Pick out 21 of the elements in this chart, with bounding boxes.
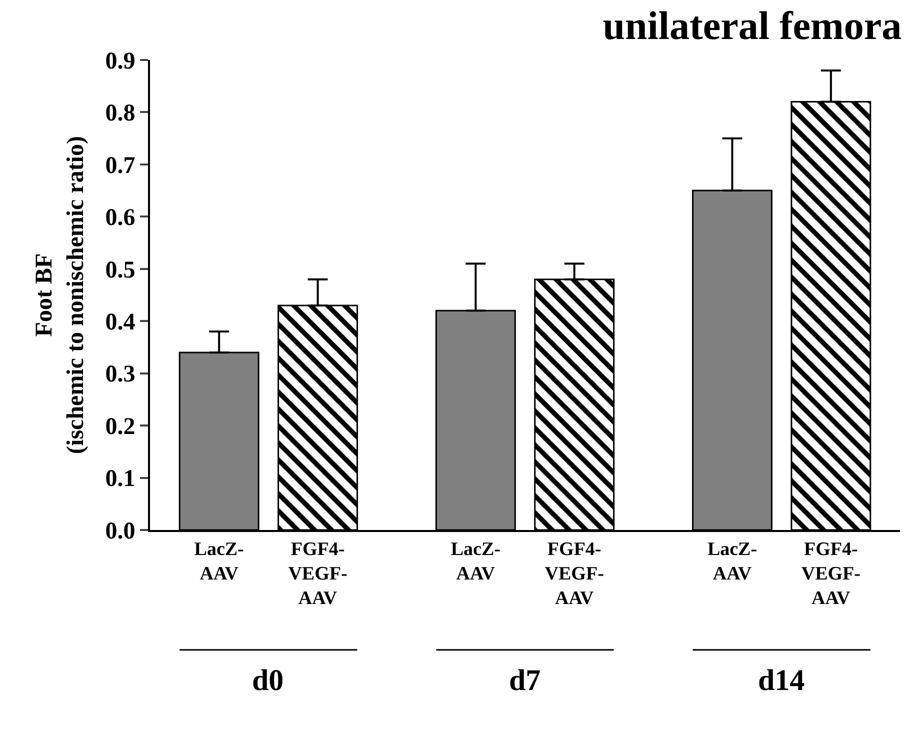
text: d7 [509,664,541,697]
y-tick-label: 0.3 [105,362,136,388]
text: d14 [758,664,805,697]
text: d0 [252,664,284,697]
chart-title: unilateral femora [602,2,902,48]
x-tick-label: FGF4- VEGF- AAV [544,538,604,610]
y-tick-label: 0.4 [105,310,136,336]
x-tick-label: LacZ- AAV [194,538,244,584]
y-tick-label: 0.8 [105,100,136,127]
y-tick-label: 0.9 [105,48,136,74]
y-tick-label: 0.1 [105,466,136,492]
y-tick-label: 0.2 [105,414,136,440]
x-tick-label: FGF4- VEGF- AAV [288,538,348,610]
y-tick-label: 0.5 [105,257,136,284]
x-tick-label: LacZ- AAV [707,538,758,584]
y-tick-label: 0.6 [105,205,136,232]
y-tick-label: 0.7 [105,152,136,179]
x-tick-label: FGF4- VEGF- AAV [801,538,860,610]
y-tick-label: 0.0 [105,518,136,544]
y-axis-title: Foot BF (ischemic to nonischemic ratio) [32,136,89,454]
x-tick-label: LacZ- AAV [450,538,500,584]
